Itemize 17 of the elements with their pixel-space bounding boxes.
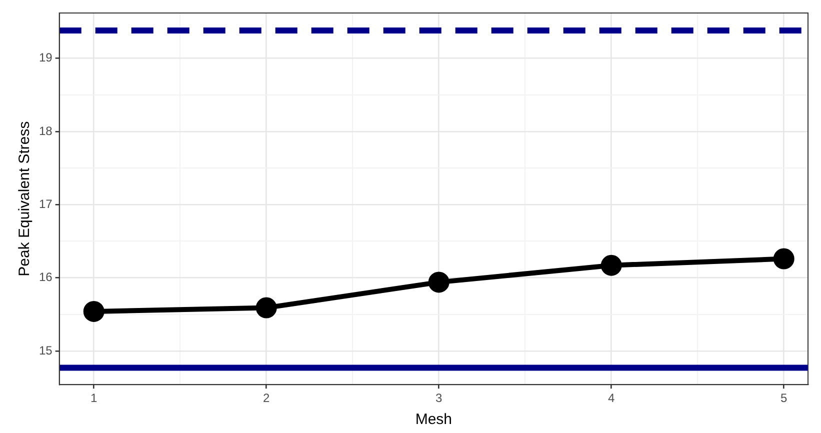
x-tick-label: 4: [608, 391, 616, 406]
x-tick-label: 5: [780, 391, 788, 406]
y-tick-label: 16: [38, 270, 53, 284]
y-axis-title: Peak Equivalent Stress: [16, 121, 34, 276]
y-tick-label: 19: [38, 50, 53, 65]
x-tick-label: 2: [263, 391, 270, 406]
y-tick-label: 18: [38, 124, 53, 138]
point: [773, 248, 794, 270]
x-tick-label: 1: [90, 391, 98, 406]
point: [83, 300, 104, 322]
point: [256, 297, 277, 318]
y-tick-label: 17: [38, 196, 53, 211]
x-tick-label: 3: [436, 391, 443, 406]
y-tick-label: 15: [38, 343, 53, 358]
x-axis-title: Mesh: [415, 411, 452, 428]
point: [600, 254, 622, 276]
point: [428, 272, 450, 293]
